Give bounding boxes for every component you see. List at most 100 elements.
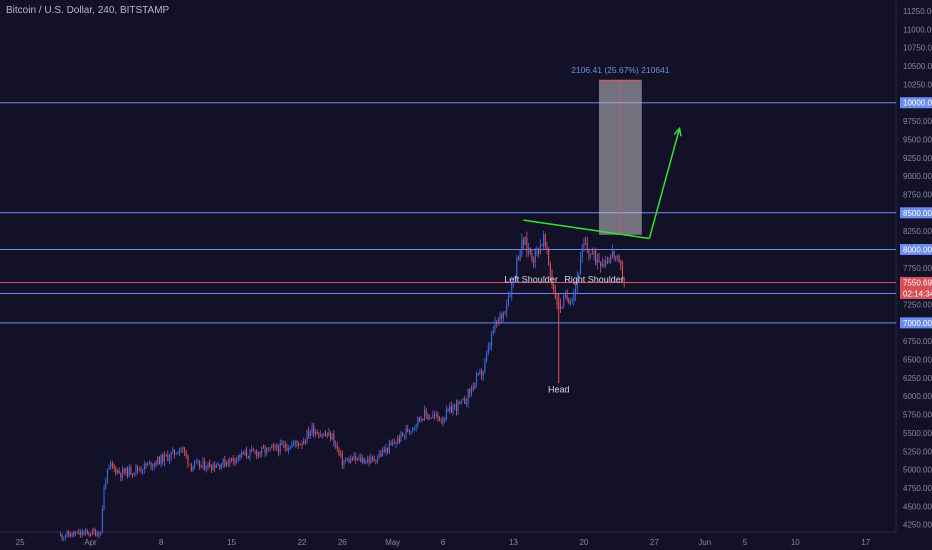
candle-body (407, 428, 409, 433)
candle-body (491, 333, 493, 346)
y-tick-label: 9250.00 (903, 154, 932, 163)
candle-body (137, 466, 139, 470)
price-axis-badge (900, 97, 932, 109)
candle-body (586, 243, 588, 250)
candle-body (524, 237, 526, 245)
candle-body (168, 458, 170, 461)
candle-body (293, 443, 295, 445)
candle-body (581, 248, 583, 258)
candle-body (621, 266, 624, 280)
countdown-badge (900, 287, 932, 299)
candle-body (276, 445, 278, 449)
candle-body (313, 425, 315, 435)
candle-body (289, 447, 291, 449)
candle-body (83, 532, 85, 535)
candle-body (140, 469, 142, 472)
candle-body (242, 451, 244, 455)
horizontal-lines (0, 102, 896, 324)
candle-body (571, 300, 573, 302)
candle-body (340, 452, 342, 454)
candle-body (172, 449, 174, 453)
pattern-annotation[interactable]: Right Shoulder (564, 275, 624, 285)
candle-body (358, 457, 360, 459)
candle-body (63, 537, 65, 539)
candle-body (96, 533, 98, 536)
candle-body (262, 447, 264, 449)
breakout-arrow[interactable] (648, 128, 681, 239)
price-axis-badge-label: 7000.00 (903, 319, 932, 328)
candle-body (326, 435, 328, 436)
candle-body (202, 461, 204, 466)
candle-body (155, 463, 157, 465)
candle-body (125, 467, 127, 474)
candle-body (489, 345, 491, 347)
candle-body (239, 454, 241, 458)
candle-body (371, 457, 373, 459)
candle-body (519, 252, 521, 260)
candle-body (86, 530, 88, 533)
pattern-annotation[interactable]: Left Shoulder (504, 275, 558, 285)
candle-body (382, 450, 384, 456)
candle-body (569, 301, 571, 304)
candle-body (283, 444, 285, 446)
candle-body (481, 371, 483, 376)
candle-body (59, 534, 61, 536)
candle-body (128, 467, 130, 476)
candle-body (623, 279, 625, 282)
candle-body (115, 467, 117, 474)
candle-body (153, 463, 155, 466)
candle-body (246, 450, 248, 457)
y-tick-label: 6500.00 (903, 356, 932, 365)
candle-body (422, 418, 424, 420)
candle-body (105, 480, 107, 488)
candle-body (68, 531, 70, 536)
candle-body (507, 296, 509, 305)
candle-body (410, 430, 412, 432)
candle-body (145, 463, 147, 466)
pattern-annotation[interactable]: Head (548, 385, 570, 395)
candle-body (543, 234, 545, 246)
candle-body (351, 458, 353, 461)
candle-body (190, 463, 192, 471)
candle-body (288, 448, 290, 451)
y-tick-label: 10500.00 (903, 62, 932, 71)
candle-body (472, 386, 474, 389)
price-axis-badge-label: 7550.69 (903, 278, 932, 287)
candle-body (85, 530, 87, 533)
y-tick-label: 6750.00 (903, 337, 932, 346)
candle-body (425, 410, 427, 415)
candle-body (229, 458, 231, 465)
candle-body (257, 451, 259, 457)
candle-body (373, 458, 375, 461)
price-axis-badge (900, 317, 932, 329)
candle-body (398, 437, 400, 442)
candle-body (497, 319, 499, 324)
candle-body (403, 434, 405, 436)
y-tick-label: 4750.00 (903, 484, 932, 493)
candle-body (499, 314, 501, 320)
neckline-trendline[interactable] (523, 219, 650, 240)
candle-body (80, 531, 82, 535)
candle-body (576, 277, 578, 288)
y-tick-label: 7750.00 (903, 264, 932, 273)
candle-body (200, 465, 202, 468)
candle-body (470, 386, 472, 394)
candle-body (377, 457, 379, 462)
candle-body (467, 389, 469, 403)
candle-body (227, 462, 229, 465)
candle-body (568, 299, 570, 304)
candle-body (350, 458, 352, 463)
candle-body (271, 446, 273, 449)
candle-body (165, 454, 167, 456)
candle-body (205, 468, 207, 470)
candle-body (138, 469, 140, 471)
candle-body (279, 442, 281, 453)
candle-body (613, 251, 615, 257)
candle-body (301, 443, 303, 445)
candle-body (106, 469, 108, 481)
y-tick-label: 11000.00 (903, 25, 932, 34)
x-tick-label: 13 (509, 538, 518, 547)
candle-body (318, 434, 320, 437)
candle-body (197, 461, 199, 463)
